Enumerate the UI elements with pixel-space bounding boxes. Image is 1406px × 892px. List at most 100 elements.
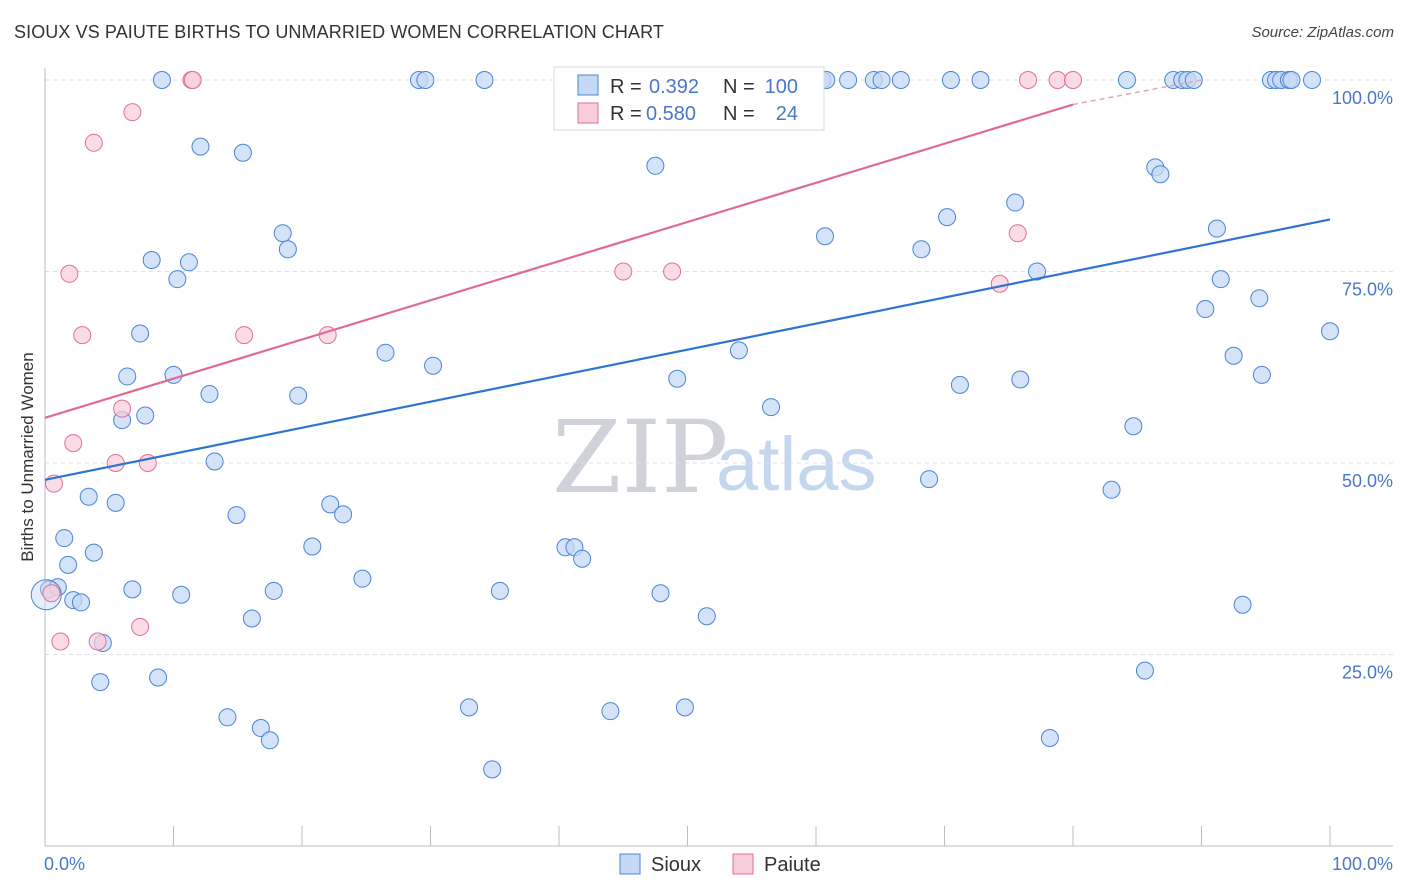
sioux-point — [651, 584, 670, 603]
sioux-point — [1006, 193, 1025, 212]
sioux-trend-line — [44, 218, 1331, 481]
paiute-point — [60, 264, 79, 283]
sioux-point — [573, 549, 592, 568]
stats-legend-sioux-n: 100 — [765, 76, 798, 98]
stats-legend-sioux-r-label: R = — [610, 76, 642, 98]
sioux-point — [289, 386, 308, 405]
axes — [44, 68, 1393, 847]
sioux-point — [1124, 417, 1143, 436]
y-tick-label: 100.0% — [1332, 88, 1393, 108]
sioux-point — [424, 356, 443, 375]
sioux-point — [71, 593, 90, 612]
sioux-point — [242, 609, 261, 628]
paiute-point — [183, 71, 202, 89]
sioux-point — [1184, 71, 1203, 89]
sioux-point — [950, 375, 969, 394]
paiute-point — [51, 632, 70, 651]
sioux-point — [200, 385, 219, 404]
sioux-point — [1135, 661, 1154, 680]
y-axis-title: Births to Unmarried Women — [18, 352, 37, 561]
sioux-point — [872, 71, 891, 89]
sioux-point — [941, 71, 960, 89]
sioux-point — [191, 137, 210, 156]
sioux-point — [91, 673, 110, 692]
sioux-point — [1252, 365, 1271, 384]
paiute-point — [64, 434, 83, 453]
sioux-point — [172, 585, 191, 604]
sioux-point — [149, 668, 168, 687]
gridlines — [45, 79, 1393, 655]
paiute-point — [106, 454, 125, 472]
sioux-point — [1102, 480, 1121, 499]
watermark-atlas: atlas — [716, 422, 877, 507]
sioux-point — [1207, 219, 1226, 238]
paiute-point — [663, 262, 682, 281]
sioux-point — [1211, 270, 1230, 289]
paiute-series — [42, 71, 1082, 651]
stats-legend-paiute-n: 24 — [776, 103, 798, 125]
legend-sioux-label: Sioux — [651, 854, 701, 876]
sioux-point — [920, 470, 939, 489]
sioux-point — [1321, 322, 1339, 341]
sioux-point — [123, 580, 142, 599]
paiute-point — [1064, 71, 1082, 89]
chart-title: SIOUX VS PAIUTE BIRTHS TO UNMARRIED WOME… — [14, 22, 664, 42]
sioux-point — [1011, 370, 1030, 389]
sioux-point — [675, 698, 694, 717]
y-tick-label: 75.0% — [1342, 280, 1393, 300]
stats-legend-sioux-r: 0.392 — [649, 76, 699, 98]
sioux-point — [490, 581, 509, 600]
sioux-point — [762, 398, 781, 417]
paiute-point — [131, 617, 150, 636]
legend-paiute-label: Paiute — [764, 854, 821, 876]
sioux-point — [697, 607, 716, 626]
sioux-point — [260, 731, 279, 750]
sioux-point — [131, 324, 150, 343]
paiute-point — [84, 133, 103, 152]
sioux-point — [264, 581, 283, 600]
sioux-point — [729, 341, 748, 360]
sioux-point — [668, 369, 687, 388]
trend-lines — [44, 79, 1331, 481]
sioux-point — [376, 343, 395, 362]
paiute-trend-extension — [1072, 79, 1202, 106]
stats-legend-paiute-r: 0.580 — [646, 103, 696, 125]
sioux-point — [118, 367, 137, 386]
watermark-zip: ZIP — [552, 399, 728, 516]
y-tick-label: 25.0% — [1342, 663, 1393, 683]
paiute-point — [1008, 224, 1027, 243]
sioux-point — [334, 505, 353, 524]
stats-legend-paiute-r-label: R = — [610, 103, 642, 125]
paiute-point — [614, 262, 633, 281]
sioux-point — [646, 156, 665, 175]
source-credit: Source: ZipAtlas.com — [1251, 24, 1394, 41]
sioux-point — [416, 71, 435, 89]
x-tick-label-right: 100.0% — [1332, 854, 1393, 874]
sioux-point — [1233, 595, 1252, 614]
sioux-point — [839, 71, 858, 89]
sioux-point — [136, 406, 155, 425]
sioux-point — [1250, 289, 1269, 308]
sioux-point — [1151, 165, 1170, 184]
sioux-point — [1303, 71, 1322, 89]
sioux-point — [938, 208, 957, 227]
sioux-point — [815, 227, 834, 246]
sioux-point — [912, 240, 931, 259]
stats-legend-paiute-swatch — [577, 102, 599, 124]
series-legend: Sioux Paiute — [619, 853, 821, 876]
sioux-point — [168, 270, 187, 289]
sioux-point — [179, 253, 198, 272]
sioux-point — [971, 71, 990, 89]
paiute-point — [1019, 71, 1038, 89]
x-tick-label-left: 0.0% — [44, 854, 85, 874]
sioux-point — [1028, 262, 1047, 281]
sioux-point — [233, 143, 252, 162]
sioux-point — [251, 719, 270, 738]
sioux-point — [1196, 300, 1215, 319]
stats-legend-sioux-n-label: N = — [723, 76, 755, 98]
stats-legend: R = 0.392 N = 100 R = 0.580 N = 24 — [553, 66, 825, 131]
stats-legend-paiute-n-label: N = — [723, 103, 755, 125]
paiute-point — [235, 326, 254, 345]
sioux-point — [483, 760, 502, 779]
sioux-point — [59, 555, 78, 574]
